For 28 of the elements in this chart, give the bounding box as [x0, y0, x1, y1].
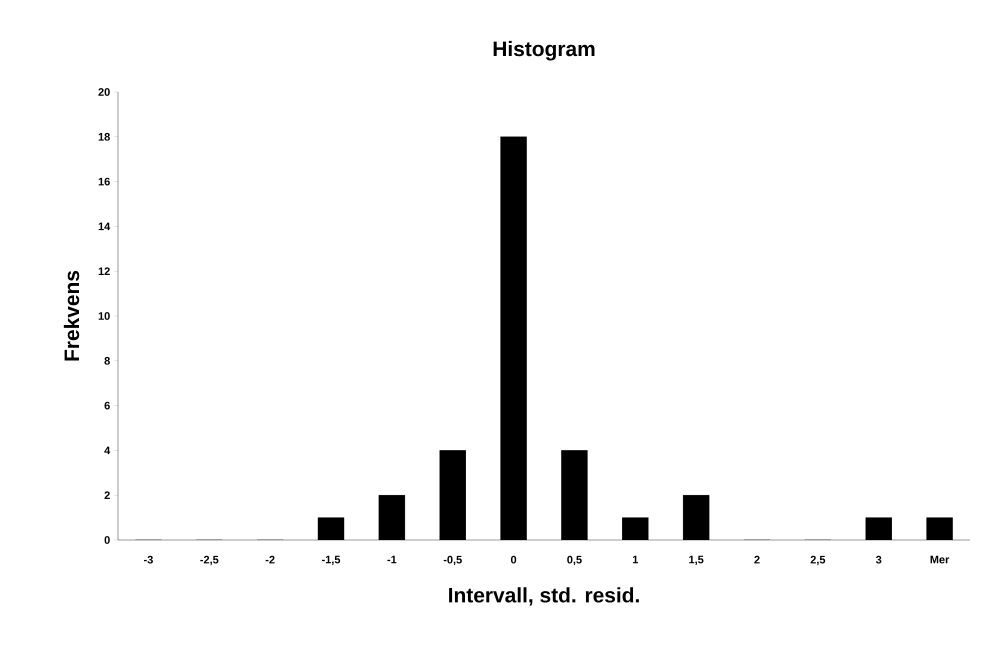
y-tick-label: 4 — [104, 446, 110, 454]
x-tick-label: -1 — [387, 556, 396, 564]
x-tick-label: 2,5 — [810, 556, 826, 566]
x-tick-label: -1,5 — [322, 556, 340, 566]
y-tick-label: 10 — [98, 312, 110, 320]
x-tick-label: 0 — [510, 556, 516, 564]
x-tick-label: 2 — [754, 556, 760, 564]
y-tick-label: 8 — [104, 356, 110, 365]
y-axis-title: Frekvens — [64, 270, 80, 361]
y-tick-label: 6 — [104, 402, 110, 410]
x-tick-label: 1 — [632, 556, 638, 564]
x-tick-label: -2,5 — [200, 556, 218, 566]
y-tick-label: 20 — [98, 88, 110, 96]
y-tick-label: 14 — [98, 222, 110, 230]
y-tick-label: 2 — [104, 491, 110, 500]
x-tick-label: 3 — [876, 556, 882, 564]
x-tick-label: 0,5 — [567, 556, 582, 566]
y-tick-label: 0 — [104, 536, 110, 544]
x-tick-label: -3 — [144, 556, 153, 564]
y-tick-label: 18 — [98, 132, 110, 141]
y-tick-label: 12 — [98, 267, 110, 276]
chart-title: Histogram — [494, 40, 594, 60]
x-tick-label: -2 — [266, 556, 275, 564]
x-tick-label: 1,5 — [689, 556, 704, 566]
x-axis-title: Intervall, std. resid. — [449, 587, 639, 606]
x-tick-label: -0,5 — [444, 556, 462, 566]
y-tick-label: 16 — [98, 178, 110, 186]
x-tick-label: Mer — [930, 556, 950, 564]
